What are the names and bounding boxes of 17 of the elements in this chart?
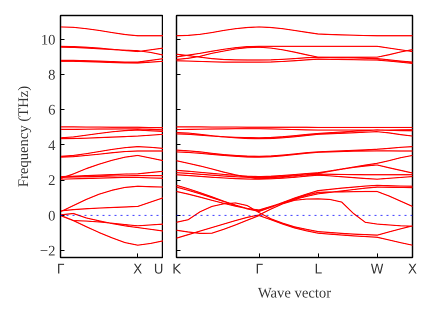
y-tick-label: 4 — [48, 138, 56, 154]
y-tick-label: 10 — [40, 32, 56, 48]
y-tick-label: 6 — [48, 102, 56, 119]
x-tick-label: U — [154, 262, 164, 278]
x-tick-label: Γ — [255, 262, 264, 278]
y-tick-label: 8 — [48, 67, 56, 84]
x-tick-label: Γ — [56, 262, 65, 278]
y-axis-title: Frequency (THz) — [16, 86, 32, 188]
y-tick-label: 2 — [48, 173, 56, 190]
x-axis-title: Wave vector — [258, 286, 332, 302]
y-tick-label: −2 — [40, 243, 56, 260]
x-tick-label: L — [314, 262, 322, 278]
x-tick-label: X — [408, 262, 418, 278]
x-tick-label: X — [133, 262, 142, 278]
x-tick-label: W — [370, 262, 384, 278]
y-tick-label: 0 — [48, 208, 56, 224]
x-tick-label: K — [172, 262, 182, 278]
